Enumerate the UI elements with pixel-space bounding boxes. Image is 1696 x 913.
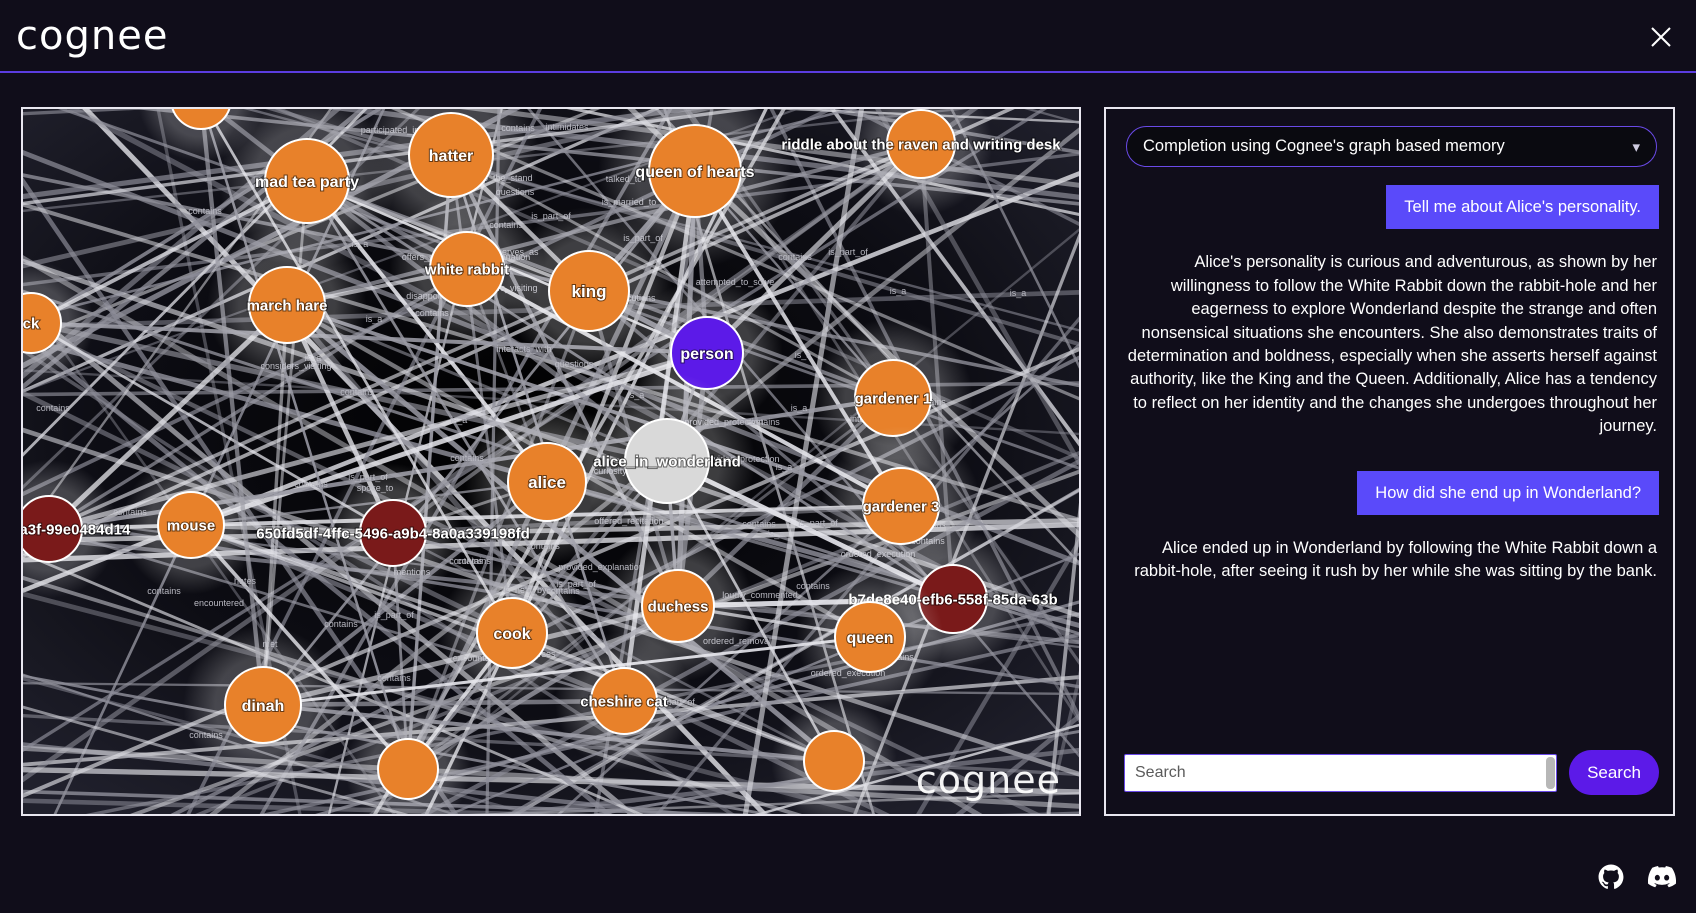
graph-edge-label: encountered (194, 598, 244, 608)
graph-edge-label: is_part_of (798, 518, 838, 528)
graph-node-label: person (680, 346, 733, 363)
graph-edge-label: is_part_of (374, 610, 414, 620)
message-spacer (1124, 229, 1659, 251)
graph-node[interactable] (345, 706, 471, 814)
graph-node[interactable]: march hare (207, 225, 367, 385)
graph-edge-label: is_a (776, 462, 793, 472)
graph-node-label: 650fd5df-4ffc-5496-a9b4-8a0a339198fd (256, 525, 529, 542)
search-button[interactable]: Search (1569, 750, 1659, 795)
graph-edge-label: contains (449, 556, 483, 566)
chat-message-assistant: Alice's personality is curious and adven… (1127, 253, 1657, 436)
graph-node[interactable]: ck (23, 260, 94, 386)
graph-edge-label: hates (234, 576, 257, 586)
graph-edge-label: loudly_commented (722, 590, 798, 600)
graph-node-label: dinah (242, 698, 285, 715)
graph-node-label: cheshire cat (580, 693, 668, 710)
graph-node-label: cook (493, 626, 530, 643)
graph-node[interactable] (138, 109, 264, 162)
graph-edge-label: is_part_of (556, 579, 596, 589)
graph-edge-label: contains (340, 387, 374, 397)
graph-node[interactable] (771, 698, 897, 814)
graph-node-label: mad tea party (255, 174, 359, 191)
graph-node-label: riddle about the raven and writing desk (781, 136, 1061, 153)
graph-node-label: alice (528, 473, 566, 492)
footer-social-links (1598, 863, 1677, 891)
search-scrollbar[interactable] (1546, 756, 1555, 789)
search-input-wrap (1124, 753, 1557, 792)
graph-node[interactable]: queen of hearts (598, 109, 792, 268)
graph-edge-label: is_a (768, 529, 785, 539)
graph-edge-label: contains (796, 581, 830, 591)
graph-edge-label: is_a (791, 403, 808, 413)
graph-node[interactable]: white rabbit (389, 191, 545, 347)
app-header: cognee (0, 0, 1696, 73)
graph-edge-label: contains (36, 403, 70, 413)
graph-edge-label: provided_explanation (558, 562, 644, 572)
github-icon[interactable] (1598, 864, 1624, 890)
graph-node-label: hatter (429, 148, 473, 165)
model-selector-dropdown[interactable]: Completion using Cognee's graph based me… (1126, 126, 1657, 167)
graph-node-label: gardener 3 (863, 498, 940, 515)
chat-message-user: Tell me about Alice's personality. (1386, 185, 1659, 230)
graph-edge-label: contains (746, 417, 780, 427)
graph-node[interactable]: f5ac3-aa3f-99e0484d14 (23, 459, 132, 599)
cognee-logo: cognee (16, 13, 169, 59)
graph-node-label: queen (846, 630, 893, 647)
graph-node-label: mouse (167, 517, 215, 534)
graph-edge-label: contains (324, 619, 358, 629)
graph-node[interactable]: cheshire cat (554, 631, 694, 771)
graph-edge-label: contains (778, 252, 812, 262)
graph-node[interactable]: queen (796, 563, 944, 711)
graph-nodes[interactable]: hatter mad tea party queen of hearts riddle… (23, 109, 1062, 814)
graph-node[interactable]: mouse (121, 455, 261, 595)
model-selector-value: Completion using Cognee's graph based me… (1143, 137, 1505, 155)
graph-node-label: alice_in_wonderland (593, 453, 741, 470)
graph-node[interactable]: alice_in_wonderland (578, 372, 756, 550)
graph-canvas[interactable]: containsparticipated_incontainsintimidat… (23, 109, 1079, 814)
graph-edge-label: contains (147, 586, 181, 596)
graph-node[interactable]: king (505, 207, 673, 375)
graph-node-label: ck (23, 315, 40, 332)
graph-node[interactable]: dinah (183, 625, 343, 785)
graph-node-label: march hare (247, 297, 328, 314)
graph-edge-label: contains (188, 206, 222, 216)
chat-message-assistant: Alice ended up in Wonderland by followin… (1134, 538, 1657, 581)
graph-edge-label: contains (450, 453, 484, 463)
graph-node[interactable]: cook (438, 559, 586, 707)
knowledge-graph-panel[interactable]: containsparticipated_incontainsintimidat… (21, 107, 1081, 816)
chevron-down-icon: ▾ (1632, 138, 1640, 156)
chat-panel: Completion using Cognee's graph based me… (1104, 107, 1675, 816)
message-spacer (1124, 439, 1659, 471)
graph-edge-label: attempted_to_solve (696, 277, 775, 287)
graph-node-label: king (572, 282, 607, 301)
discord-icon[interactable] (1647, 863, 1677, 891)
chat-message-list: Tell me about Alice's personality. Alice'… (1124, 185, 1659, 685)
graph-node-label: duchess (648, 598, 709, 615)
graph-edge-label: is_part_of (828, 247, 868, 257)
graph-edge-label: is_a (1010, 288, 1027, 298)
graph-node-label: gardener 1 (855, 390, 932, 407)
graph-edge-label: contains (457, 556, 491, 566)
graph-edge-label: interacts_with (496, 344, 551, 354)
graph-node-label: f5ac3-aa3f-99e0484d14 (23, 521, 131, 538)
graph-node[interactable]: 650fd5df-4ffc-5496-a9b4-8a0a339198fd (255, 463, 531, 603)
chat-message-user: How did she end up in Wonderland? (1357, 470, 1659, 515)
graph-edge-label: contains (742, 519, 776, 529)
close-icon[interactable] (1642, 18, 1680, 56)
message-spacer (1124, 515, 1659, 537)
graph-edge-label: is_a (451, 415, 468, 425)
graph-node-label: queen of hearts (635, 164, 754, 181)
search-row: Search (1124, 747, 1659, 798)
graph-node[interactable]: riddle about the raven and writing desk (780, 109, 1062, 216)
graph-edge-label: is_a (366, 314, 383, 324)
graph-edge-label: is_a (890, 286, 907, 296)
graph-node-label: white rabbit (424, 261, 509, 278)
search-input[interactable] (1124, 753, 1557, 792)
graph-edge-label: is_a (795, 350, 812, 360)
graph-edge-label: contains (294, 479, 328, 489)
graph-edge-label: contains (377, 673, 411, 683)
graph-edge-label: intimidates (545, 122, 589, 132)
